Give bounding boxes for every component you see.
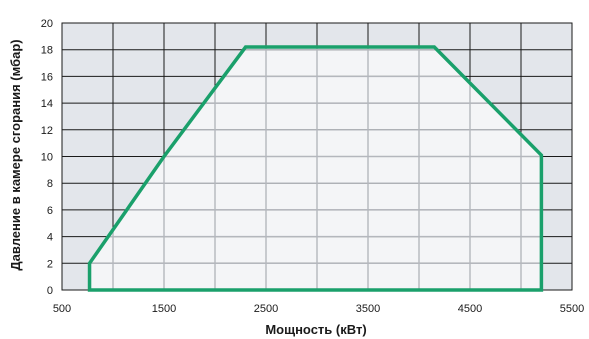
- y-tick-label: 14: [41, 98, 53, 110]
- operating-area-fill-layer: [89, 47, 542, 290]
- y-tick-label: 2: [47, 258, 53, 270]
- y-tick-label: 12: [41, 125, 53, 137]
- x-tick-label: 2500: [254, 303, 278, 315]
- y-tick-label: 18: [41, 45, 53, 57]
- x-tick-labels: 500 1500 2500 3500 4500 5500: [53, 303, 584, 315]
- x-tick-label: 1500: [152, 303, 176, 315]
- x-tick-label: 500: [53, 303, 71, 315]
- operating-area-fill: [89, 47, 542, 290]
- y-tick-label: 10: [41, 152, 53, 164]
- y-axis-title: Давление в камере сгорания (мбар): [8, 39, 23, 270]
- y-tick-label: 20: [41, 18, 53, 30]
- y-tick-label: 0: [47, 285, 53, 297]
- y-tick-label: 4: [47, 232, 53, 244]
- x-tick-label: 4500: [458, 303, 482, 315]
- series-layer: [87, 45, 544, 292]
- y-tick-label: 8: [47, 178, 53, 190]
- y-tick-label: 6: [47, 205, 53, 217]
- x-tick-label: 3500: [356, 303, 380, 315]
- y-tick-label: 16: [41, 71, 53, 83]
- x-tick-label: 5500: [560, 303, 584, 315]
- x-axis-title: Мощность (кВт): [265, 322, 366, 337]
- operating-envelope-line: [87, 45, 544, 292]
- y-tick-labels: 0 2 4 6 8 10 12 14 16 18 20: [41, 18, 53, 297]
